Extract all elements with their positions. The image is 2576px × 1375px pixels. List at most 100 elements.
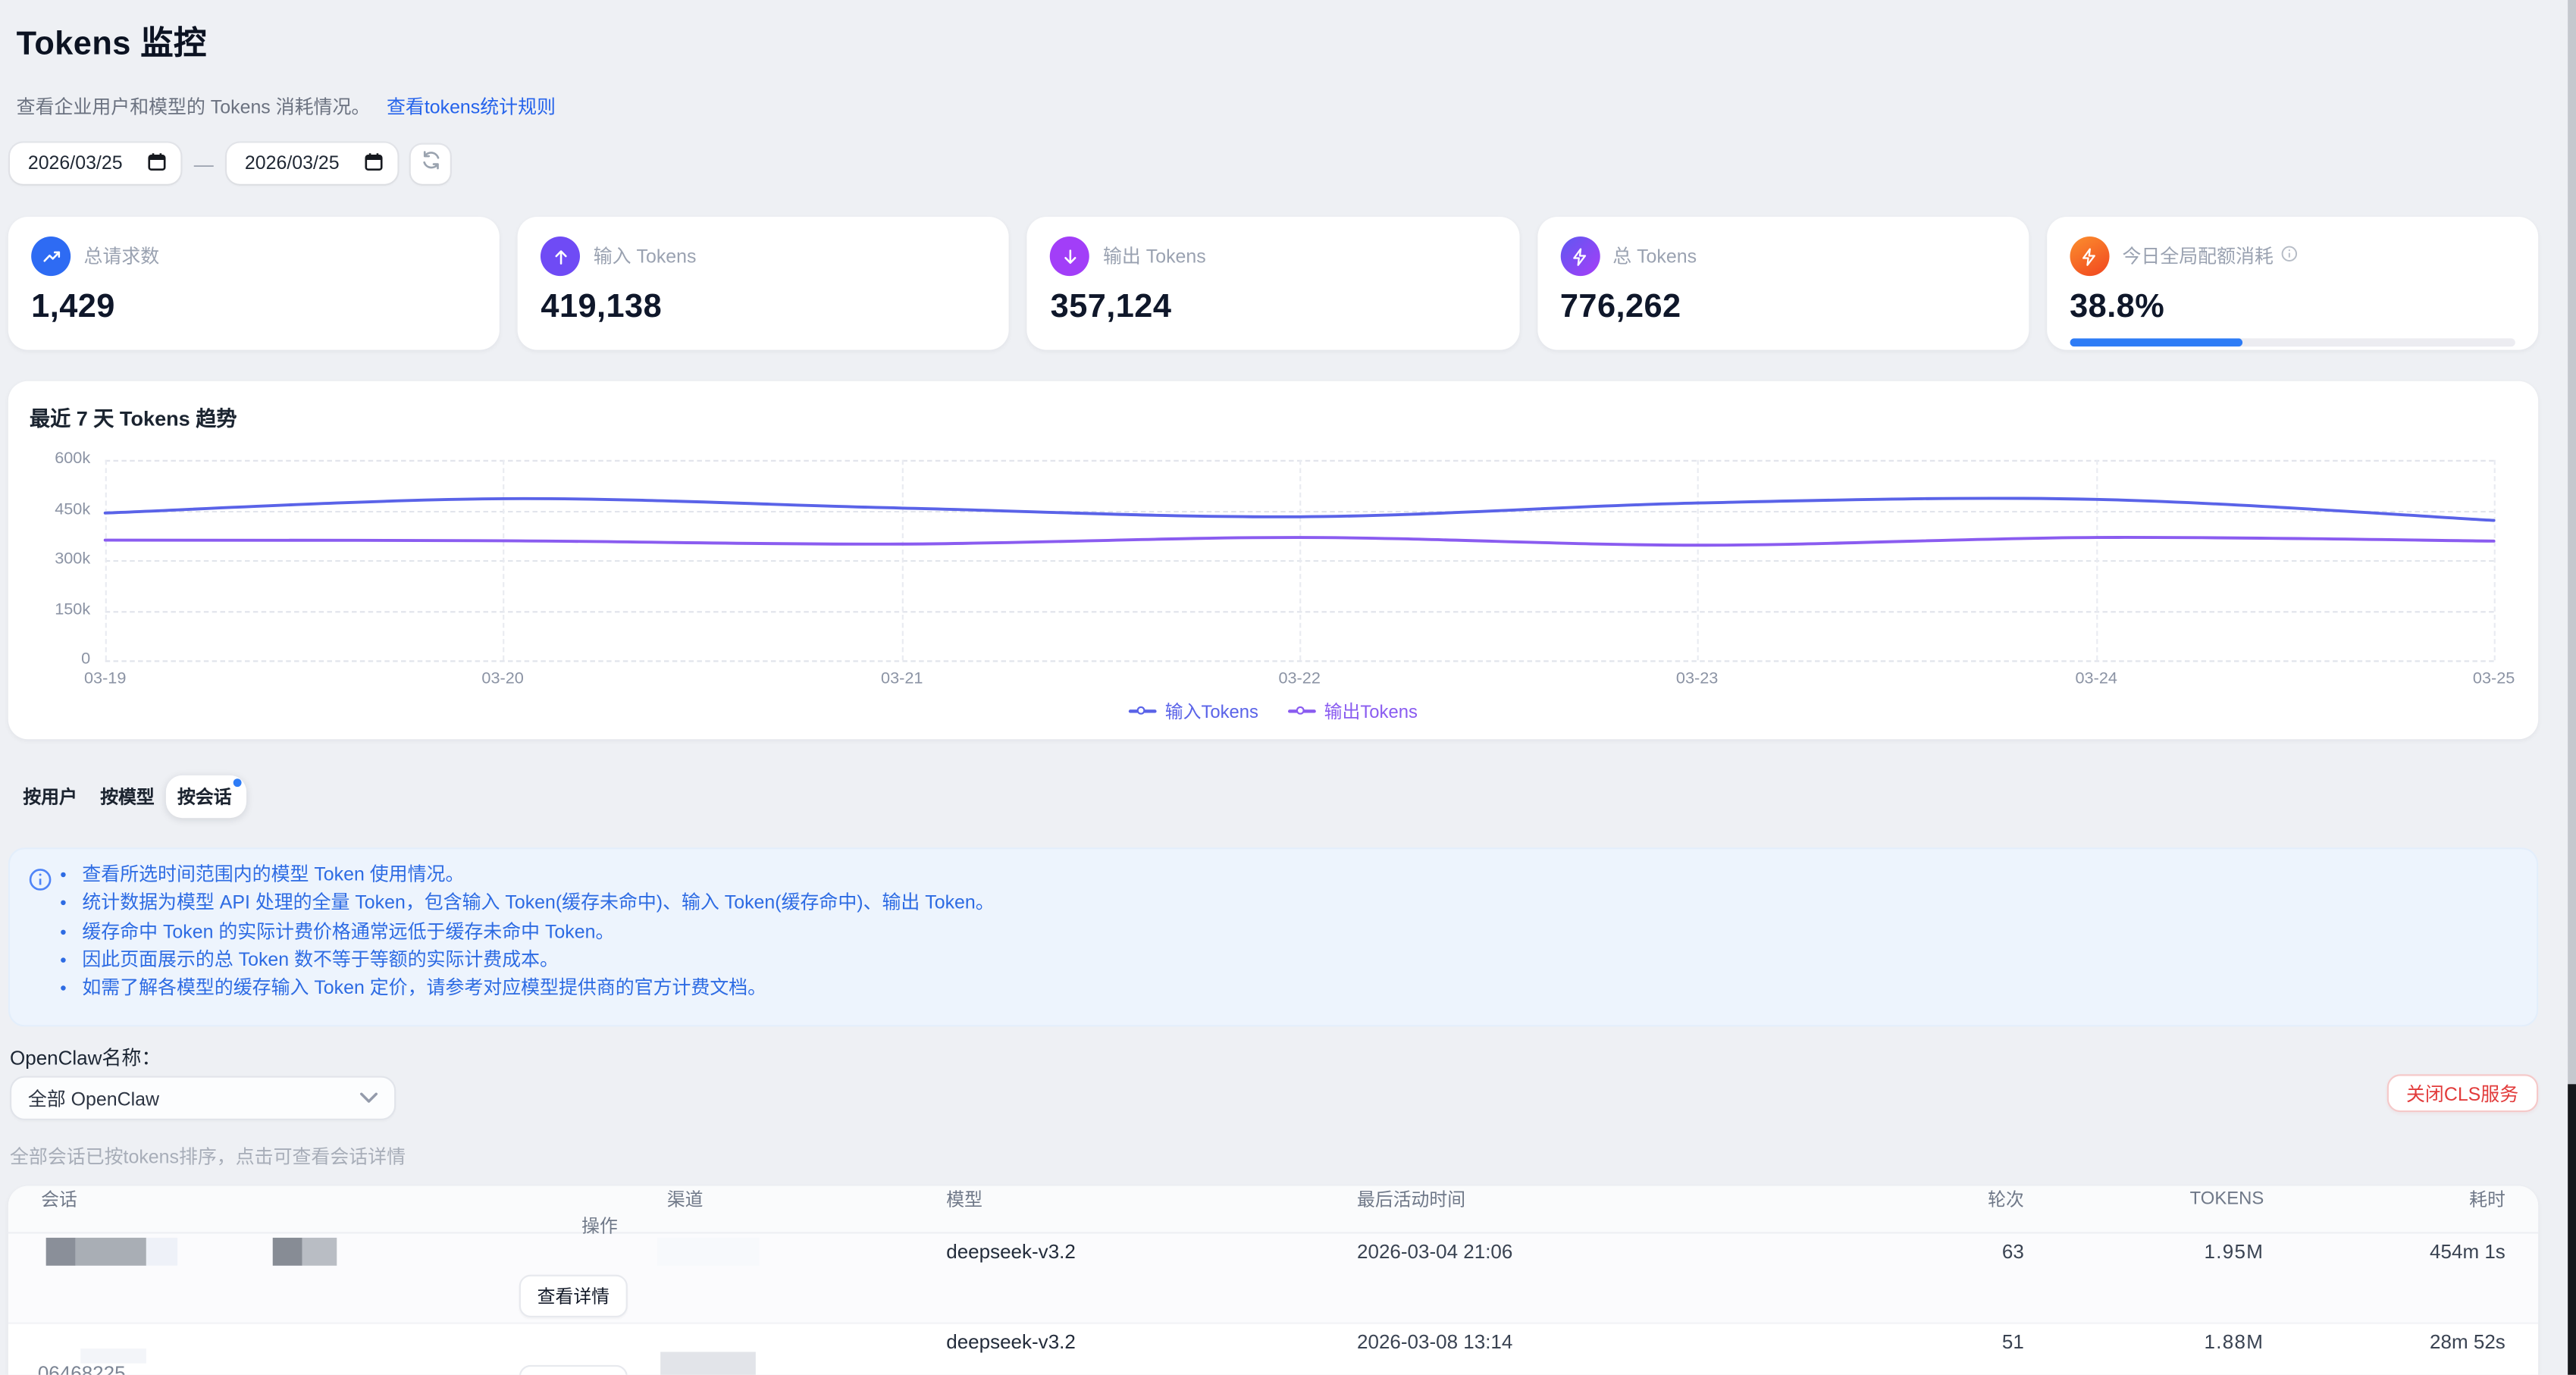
table-header-row: 会话 渠道 模型 最后活动时间 轮次 TOKENS 耗时 操作 xyxy=(8,1186,2539,1237)
last-active-cell: 2026-03-04 21:06 xyxy=(1357,1239,1513,1263)
tab-by-user[interactable]: 按用户 xyxy=(23,788,77,809)
stat-label: 总请求数 xyxy=(83,248,160,268)
turns-cell: 63 xyxy=(2001,1239,2024,1263)
y-tick-label: 0 xyxy=(81,650,91,669)
x-tick-label: 03-20 xyxy=(481,670,524,689)
zap-icon xyxy=(1559,236,1600,277)
col-header-actions: 操作 xyxy=(581,1217,618,1237)
openclaw-filter-label: OpenClaw名称： xyxy=(10,1046,161,1070)
openclaw-selected-option: 全部 OpenClaw xyxy=(27,1089,159,1110)
tab-by-session[interactable]: 按会话 xyxy=(165,775,247,819)
calendar-icon[interactable] xyxy=(363,150,384,177)
channel-cell-redacted xyxy=(660,1324,946,1375)
page-scrollbar[interactable] xyxy=(2568,0,2576,1375)
stat-label: 今日全局配额消耗 xyxy=(2122,248,2274,268)
page-title: Tokens 监控 xyxy=(16,26,207,63)
info-circle-icon xyxy=(28,867,53,900)
stat-label: 总 Tokens xyxy=(1612,248,1697,268)
y-tick-label: 150k xyxy=(55,600,91,619)
refresh-icon xyxy=(420,149,441,178)
info-bullet: 缓存命中 Token 的实际计费价格通常远低于缓存未命中 Token。 xyxy=(82,919,2537,947)
group-by-tabs: 按用户 按模型 按会话 xyxy=(23,775,247,819)
stat-card-output-tokens: 输出 Tokens 357,124 xyxy=(1027,217,1519,350)
openclaw-select[interactable]: 全部 OpenClaw xyxy=(10,1076,396,1120)
stat-value: 38.8% xyxy=(2070,289,2165,326)
col-header-model: 模型 xyxy=(946,1191,982,1211)
session-sort-hint: 全部会话已按tokens排序，点击可查看会话详情 xyxy=(10,1148,406,1168)
col-header-duration: 耗时 xyxy=(2469,1191,2505,1211)
chevron-down-icon xyxy=(360,1088,378,1108)
table-row[interactable]: 06468225 deepseek-v3.2 2026-03-08 13:14 … xyxy=(8,1324,2538,1375)
stat-card-daily-quota: 今日全局配额消耗 38.8% xyxy=(2046,217,2539,350)
col-header-session: 会话 xyxy=(41,1191,77,1211)
refresh-button[interactable] xyxy=(410,143,450,183)
y-tick-label: 450k xyxy=(55,500,91,518)
stat-value: 357,124 xyxy=(1050,289,1172,326)
tab-by-model[interactable]: 按模型 xyxy=(100,788,155,809)
date-range-separator: — xyxy=(193,152,214,175)
duration-cell: 454m 1s xyxy=(2430,1239,2505,1263)
x-tick-label: 03-19 xyxy=(83,670,127,689)
stat-label: 输出 Tokens xyxy=(1102,248,1206,268)
x-tick-label: 03-24 xyxy=(2075,670,2117,689)
chart-plot-area xyxy=(103,459,2496,662)
channel-cell-redacted xyxy=(657,1233,946,1268)
duration-cell: 28m 52s xyxy=(2430,1330,2505,1353)
arrow-up-icon xyxy=(541,236,581,277)
tokens-cell: 1.95M xyxy=(2204,1239,2264,1263)
tokens-rules-link[interactable]: 查看tokens统计规则 xyxy=(386,99,556,119)
token-usage-info-box: 查看所选时间范围内的模型 Token 使用情况。 统计数据为模型 API 处理的… xyxy=(8,847,2539,1027)
x-tick-label: 03-22 xyxy=(1278,670,1321,689)
view-details-button[interactable]: 查看详情 xyxy=(519,1273,628,1317)
session-cell-redacted xyxy=(41,1233,667,1268)
stat-card-input-tokens: 输入 Tokens 419,138 xyxy=(518,217,1010,350)
trend-lines xyxy=(103,496,2496,547)
stat-label: 输入 Tokens xyxy=(593,248,697,268)
x-tick-label: 03-25 xyxy=(2472,670,2515,689)
legend-line-dot-icon xyxy=(1129,705,1157,717)
scrollbar-thumb[interactable] xyxy=(2568,0,2576,1085)
y-tick-label: 600k xyxy=(55,449,91,468)
model-cell: deepseek-v3.2 xyxy=(946,1330,1076,1353)
notification-dot xyxy=(233,778,242,788)
stat-card-total-requests: 总请求数 1,429 xyxy=(8,217,500,350)
col-header-turns: 轮次 xyxy=(1988,1191,2024,1211)
x-tick-label: 03-21 xyxy=(881,670,923,689)
tokens-cell: 1.88M xyxy=(2204,1330,2264,1353)
legend-output-tokens[interactable]: 输出Tokens xyxy=(1287,698,1418,725)
col-header-tokens: TOKENS xyxy=(2189,1189,2264,1209)
info-icon[interactable] xyxy=(2280,245,2299,268)
view-details-button[interactable]: 查看详情 xyxy=(519,1364,628,1375)
quota-progress-fill xyxy=(2070,338,2243,347)
close-cls-service-button[interactable]: 关闭CLS服务 xyxy=(2386,1074,2539,1113)
col-header-last-active: 最后活动时间 xyxy=(1357,1191,1466,1211)
info-bullet: 统计数据为模型 API 处理的全量 Token，包含输入 Token(缓存未命中… xyxy=(82,891,2537,919)
chart-title: 最近 7 天 Tokens 趋势 xyxy=(30,407,237,431)
start-date-input[interactable]: 2026/03/25 xyxy=(10,143,181,184)
stat-value: 1,429 xyxy=(31,289,115,326)
zap-icon xyxy=(2070,236,2110,277)
info-bullet: 如需了解各模型的缓存输入 Token 定价，请参考对应模型提供商的官方计费文档。 xyxy=(82,976,2537,1004)
page-subtitle: 查看企业用户和模型的 Tokens 消耗情况。 xyxy=(16,99,371,119)
tokens-trend-chart-card: 最近 7 天 Tokens 趋势 600k 450k 300k 150k 0 0… xyxy=(8,381,2539,740)
calendar-icon[interactable] xyxy=(146,150,168,177)
stat-card-total-tokens: 总 Tokens 776,262 xyxy=(1537,217,2029,350)
quota-progress-track xyxy=(2070,338,2515,347)
turns-cell: 51 xyxy=(2001,1330,2024,1353)
last-active-cell: 2026-03-08 13:14 xyxy=(1357,1330,1513,1353)
info-bullet-list: 查看所选时间范围内的模型 Token 使用情况。 统计数据为模型 API 处理的… xyxy=(59,863,2537,1004)
table-row[interactable]: deepseek-v3.2 2026-03-04 21:06 63 1.95M … xyxy=(8,1233,2539,1324)
trending-up-icon xyxy=(31,236,71,277)
end-date-input[interactable]: 2026/03/25 xyxy=(227,143,398,184)
info-bullet: 因此页面展示的总 Token 数不等于等额的实际计费成本。 xyxy=(82,947,2537,976)
date-filter-bar: 2026/03/25 — 2026/03/25 xyxy=(10,143,450,184)
info-bullet: 查看所选时间范围内的模型 Token 使用情况。 xyxy=(82,863,2537,891)
scrollbar-dark-section xyxy=(2568,1084,2576,1375)
stat-value: 419,138 xyxy=(541,289,663,326)
x-tick-label: 03-23 xyxy=(1675,670,1719,689)
chart-legend: 输入Tokens 输出Tokens xyxy=(8,698,2538,725)
legend-input-tokens[interactable]: 输入Tokens xyxy=(1129,698,1258,725)
y-tick-label: 300k xyxy=(55,550,91,568)
arrow-down-icon xyxy=(1050,236,1090,277)
sessions-table: 会话 渠道 模型 最后活动时间 轮次 TOKENS 耗时 操作 deepseek… xyxy=(8,1186,2539,1375)
